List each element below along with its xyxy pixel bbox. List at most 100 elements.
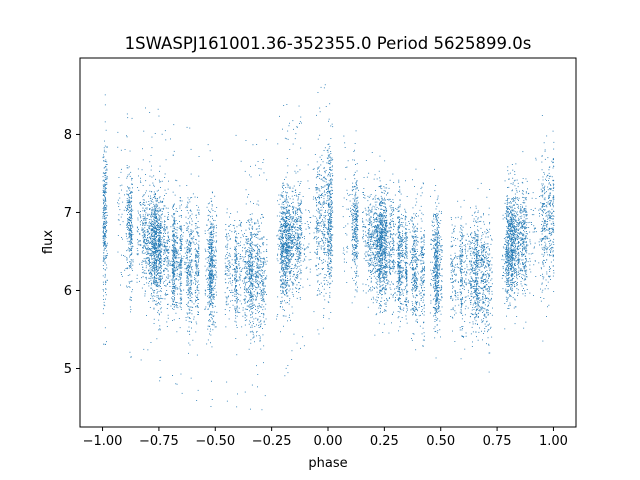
data-point <box>175 242 177 244</box>
data-point <box>435 250 437 252</box>
data-point <box>522 263 524 265</box>
data-point <box>508 254 510 256</box>
data-point <box>286 267 288 269</box>
data-point <box>323 252 325 254</box>
data-point <box>153 265 155 267</box>
data-point <box>392 247 393 249</box>
data-point <box>330 201 332 203</box>
data-point <box>378 274 379 276</box>
data-point <box>467 282 469 284</box>
data-point <box>281 248 283 250</box>
data-point <box>324 283 326 285</box>
data-point <box>461 305 463 307</box>
data-point <box>513 266 515 268</box>
data-point <box>287 217 289 219</box>
data-point <box>197 221 199 222</box>
data-point <box>460 263 462 265</box>
data-point <box>281 185 283 187</box>
data-point <box>166 308 168 309</box>
data-point <box>388 227 390 229</box>
data-point <box>545 204 547 206</box>
data-point <box>378 224 380 226</box>
data-point <box>292 281 294 283</box>
data-point <box>105 223 106 225</box>
data-point <box>380 185 382 186</box>
data-point <box>299 226 301 228</box>
data-point <box>388 265 390 267</box>
data-point <box>212 282 214 284</box>
data-point <box>288 230 290 232</box>
data-point <box>235 286 236 288</box>
data-point <box>368 270 370 272</box>
data-point <box>466 255 468 256</box>
data-point <box>316 294 318 296</box>
data-point <box>208 270 209 271</box>
data-point <box>385 240 387 242</box>
data-point <box>198 268 199 270</box>
data-point <box>474 302 476 303</box>
data-point <box>143 348 145 350</box>
data-point <box>249 306 251 308</box>
data-point <box>392 283 394 285</box>
data-point <box>292 205 294 207</box>
data-point <box>286 281 288 283</box>
data-point <box>506 231 508 233</box>
data-point <box>475 265 477 267</box>
data-point <box>164 261 166 263</box>
data-point <box>432 299 434 301</box>
data-point <box>523 288 524 289</box>
data-point <box>475 216 477 217</box>
data-point <box>438 245 439 247</box>
data-point <box>476 263 478 265</box>
data-point <box>158 313 160 315</box>
data-point <box>507 241 509 243</box>
data-point <box>474 318 476 320</box>
data-point <box>391 262 393 263</box>
data-point <box>434 277 436 279</box>
data-point <box>190 281 192 283</box>
data-point <box>521 228 523 229</box>
data-point <box>364 245 366 247</box>
data-point <box>459 259 461 261</box>
data-point <box>287 242 289 243</box>
data-point <box>423 255 424 256</box>
data-point <box>156 230 157 232</box>
data-point <box>545 279 547 281</box>
data-point <box>159 261 161 262</box>
data-point <box>240 241 241 243</box>
data-point <box>430 300 432 302</box>
data-point <box>514 286 516 287</box>
data-point <box>293 212 294 214</box>
data-point <box>549 254 550 256</box>
data-point <box>212 259 214 261</box>
data-point <box>156 255 158 257</box>
data-point <box>383 201 385 203</box>
data-point <box>379 258 381 259</box>
data-point <box>401 274 402 276</box>
data-point <box>377 215 378 217</box>
data-point <box>142 229 143 231</box>
data-point <box>525 276 527 278</box>
data-point <box>163 260 165 262</box>
data-point <box>423 239 425 241</box>
data-point <box>508 240 510 241</box>
data-point <box>329 287 331 288</box>
data-point <box>376 248 378 250</box>
data-point <box>176 275 178 277</box>
data-point <box>461 229 463 231</box>
data-point <box>362 236 363 238</box>
data-point <box>105 172 107 174</box>
data-point <box>476 292 478 294</box>
data-point <box>288 221 290 222</box>
data-point <box>330 170 332 171</box>
data-point <box>288 250 290 252</box>
data-point <box>523 240 525 242</box>
data-point <box>191 313 193 315</box>
data-point <box>191 276 193 278</box>
data-point <box>475 207 477 209</box>
data-point <box>286 158 288 159</box>
data-point <box>512 226 514 228</box>
data-point <box>159 297 161 299</box>
data-point <box>235 281 237 283</box>
data-point <box>323 217 325 218</box>
